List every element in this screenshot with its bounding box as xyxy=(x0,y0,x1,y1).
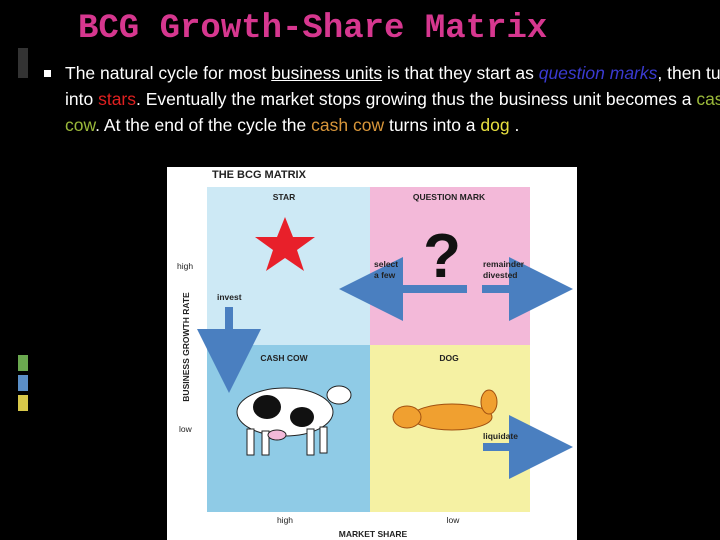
quadrant-label: STAR xyxy=(273,192,296,202)
arrow-label: invest xyxy=(217,292,242,302)
arrow-label: select xyxy=(374,259,398,269)
x-axis-label: MARKET SHARE xyxy=(339,529,408,539)
text: dog xyxy=(480,115,510,135)
text: cash cow xyxy=(65,89,720,135)
quadrant-label: CASH COW xyxy=(260,353,308,363)
question-icon: ? xyxy=(423,222,461,291)
quadrant-label: DOG xyxy=(439,353,459,363)
text: . Eventually the market stops growing th… xyxy=(136,89,697,109)
text: . xyxy=(509,115,520,135)
text: stars xyxy=(98,89,137,109)
y-low: low xyxy=(179,424,193,434)
matrix-title: THE BCG MATRIX xyxy=(212,169,307,181)
x-high: high xyxy=(277,515,293,525)
text: The natural cycle for most xyxy=(65,63,272,83)
bullet-text: The natural cycle for most business unit… xyxy=(40,60,720,138)
decor xyxy=(18,355,28,371)
arrow-label: remainder xyxy=(483,259,525,269)
text: question marks xyxy=(538,63,658,83)
x-low: low xyxy=(447,515,461,525)
arrow-label: divested xyxy=(483,270,518,280)
y-high: high xyxy=(177,261,193,271)
decor xyxy=(18,375,28,391)
y-axis-label: BUSINESS GROWTH RATE xyxy=(181,292,191,402)
decor xyxy=(18,395,28,411)
bcg-matrix: THE BCG MATRIX STAR QUESTION MARK CASH C… xyxy=(167,167,577,540)
star-icon xyxy=(255,217,315,271)
slide-title: BCG Growth-Share Matrix xyxy=(78,10,548,48)
text: business units xyxy=(271,63,383,83)
text: is that they start as xyxy=(382,63,539,83)
arrow-label: a few xyxy=(374,270,396,280)
text: cash cow xyxy=(311,115,385,135)
decor xyxy=(18,48,28,78)
cow-icon xyxy=(236,385,352,456)
arrow-label: liquidate xyxy=(483,431,518,441)
text: turns into a xyxy=(384,115,481,135)
text: . At the end of the cycle the xyxy=(95,115,312,135)
text: , then turn into xyxy=(65,63,720,109)
dog-icon xyxy=(392,389,498,431)
quadrant-label: QUESTION MARK xyxy=(413,192,486,202)
